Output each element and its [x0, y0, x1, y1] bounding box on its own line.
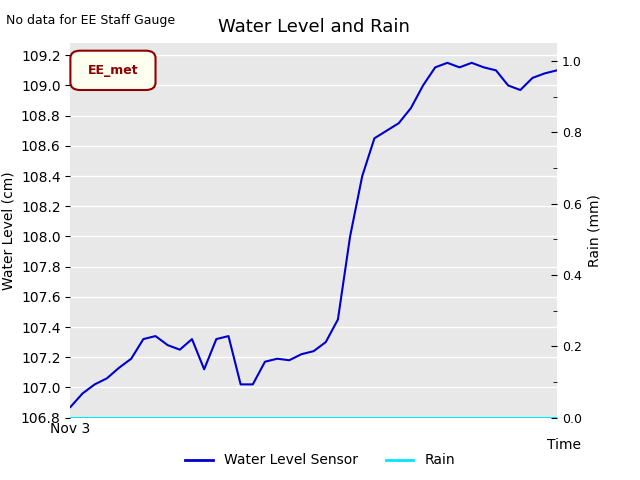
Water Level Sensor	[516, 87, 524, 93]
Y-axis label: Rain (mm): Rain (mm)	[588, 194, 601, 267]
Water Level Sensor	[492, 68, 500, 73]
Water Level Sensor	[67, 404, 74, 410]
Title: Water Level and Rain: Water Level and Rain	[218, 18, 410, 36]
Legend: Water Level Sensor, Rain: Water Level Sensor, Rain	[179, 448, 461, 473]
Water Level Sensor	[310, 348, 317, 354]
Water Level Sensor	[140, 336, 147, 342]
Y-axis label: Water Level (cm): Water Level (cm)	[1, 171, 15, 290]
Water Level Sensor	[91, 382, 99, 387]
Water Level Sensor	[212, 336, 220, 342]
Text: Time: Time	[547, 438, 581, 452]
Water Level Sensor	[541, 71, 548, 76]
Text: No data for EE Staff Gauge: No data for EE Staff Gauge	[6, 14, 175, 27]
Water Level Sensor	[164, 342, 172, 348]
Water Level Sensor	[322, 339, 330, 345]
Water Level Sensor	[249, 382, 257, 387]
Water Level Sensor	[127, 356, 135, 361]
Water Level Sensor	[334, 317, 342, 323]
FancyBboxPatch shape	[70, 51, 156, 90]
Water Level Sensor	[285, 357, 293, 363]
Water Level Sensor	[480, 64, 488, 70]
Water Level Sensor	[79, 391, 86, 396]
Water Level Sensor	[237, 382, 244, 387]
Water Level Sensor	[261, 359, 269, 365]
Water Level Sensor	[225, 333, 232, 339]
Water Level Sensor	[395, 120, 403, 126]
Water Level Sensor	[383, 128, 390, 133]
Water Level Sensor	[407, 105, 415, 111]
Water Level Sensor	[346, 234, 354, 240]
Water Level Sensor	[176, 347, 184, 352]
Water Level Sensor	[298, 351, 305, 357]
Line: Water Level Sensor: Water Level Sensor	[70, 63, 557, 407]
Water Level Sensor	[468, 60, 476, 66]
Water Level Sensor	[419, 83, 427, 88]
Water Level Sensor	[200, 366, 208, 372]
Text: EE_met: EE_met	[88, 64, 138, 77]
Water Level Sensor	[504, 83, 512, 88]
Water Level Sensor	[553, 68, 561, 73]
Water Level Sensor	[529, 75, 536, 81]
Water Level Sensor	[188, 336, 196, 342]
Water Level Sensor	[115, 365, 123, 371]
Water Level Sensor	[444, 60, 451, 66]
Water Level Sensor	[371, 135, 378, 141]
Water Level Sensor	[273, 356, 281, 361]
Water Level Sensor	[358, 173, 366, 179]
Water Level Sensor	[152, 333, 159, 339]
Water Level Sensor	[456, 64, 463, 70]
Water Level Sensor	[103, 375, 111, 381]
Water Level Sensor	[431, 64, 439, 70]
